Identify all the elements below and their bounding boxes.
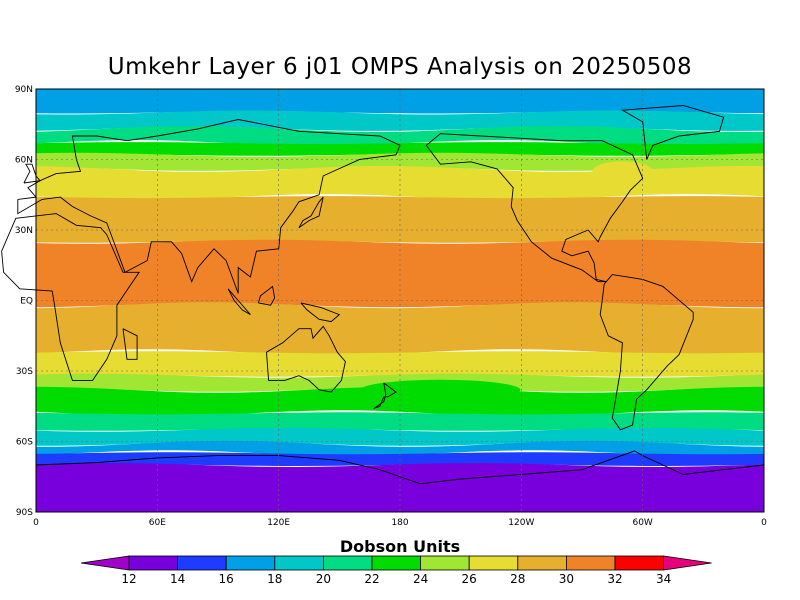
contour-feature xyxy=(592,161,653,182)
longitude-labels: 0 60E 120E 180 120W 60W 0 xyxy=(33,518,767,528)
coastline xyxy=(17,119,401,294)
coastline xyxy=(227,288,251,315)
colorbar-tick-label: 30 xyxy=(559,572,574,586)
coastline xyxy=(373,382,397,410)
contour-feature xyxy=(76,248,158,282)
colorbar-high-arrow xyxy=(663,555,712,571)
coastline xyxy=(23,163,41,184)
contour-band xyxy=(36,463,764,512)
coastline xyxy=(298,196,324,229)
lat-label: 30N xyxy=(15,226,33,236)
contour-band xyxy=(36,152,764,171)
coastline xyxy=(35,450,765,485)
colorbar-tick-label: 26 xyxy=(462,572,477,586)
colorbar-swatch xyxy=(225,555,276,571)
colorbar-tick-label: 24 xyxy=(413,572,428,586)
lon-label: 0 xyxy=(33,518,39,528)
colorbar-swatch xyxy=(468,555,519,571)
coastlines xyxy=(1,105,765,485)
contour-features xyxy=(76,161,653,494)
colorbar-low-arrow xyxy=(80,555,130,571)
lon-label: 120E xyxy=(267,518,290,528)
colorbar-tick-label: 18 xyxy=(267,572,282,586)
map-frame xyxy=(35,88,765,513)
contour-band xyxy=(36,412,764,431)
contour-band xyxy=(36,440,764,457)
colorbar-tick-label: 22 xyxy=(364,572,379,586)
colorbar-swatch xyxy=(614,555,664,571)
lon-label: 60W xyxy=(632,518,652,528)
colorbar-tick-label: 16 xyxy=(219,572,234,586)
colorbar-swatch xyxy=(420,555,470,571)
lon-label: 180 xyxy=(391,518,408,528)
colorbar-tick-label: 28 xyxy=(510,572,525,586)
lat-label: 30S xyxy=(16,367,33,377)
contour-band xyxy=(36,386,764,417)
contour-band xyxy=(36,302,764,356)
coastline xyxy=(620,105,725,160)
colorbar-swatch xyxy=(371,555,421,571)
contour-bands xyxy=(36,89,764,512)
coastline xyxy=(300,302,341,323)
colorbar-title: Dobson Units xyxy=(339,537,461,556)
lon-label: 120W xyxy=(508,518,534,528)
map-title: Umkehr Layer 6 j01 OMPS Analysis on 2025… xyxy=(107,54,693,80)
contour-band xyxy=(36,89,764,114)
contour-band xyxy=(36,239,764,308)
lat-label: EQ xyxy=(20,297,33,307)
coastline xyxy=(122,328,138,360)
graticule xyxy=(36,89,764,512)
contour-band xyxy=(36,351,764,377)
coastline xyxy=(599,274,694,431)
contour-feature xyxy=(360,379,521,400)
contour-band xyxy=(36,142,764,156)
colorbar-tick-label: 20 xyxy=(316,572,331,586)
colorbar-tick-label: 32 xyxy=(607,572,622,586)
colorbar-swatch xyxy=(128,555,178,571)
lat-label: 60N xyxy=(15,156,33,166)
colorbar-tick-label: 34 xyxy=(656,572,671,586)
coastline xyxy=(1,213,140,381)
lon-label: 60E xyxy=(149,518,166,528)
colorbar-swatch xyxy=(322,555,373,571)
colorbar-swatch xyxy=(566,555,616,571)
minimum-region xyxy=(183,473,334,494)
latitude-labels: 90N 60N 30N EQ 30S 60S 90S xyxy=(15,85,33,518)
colorbar-tick-label: 12 xyxy=(121,572,136,586)
colorbar-swatch xyxy=(517,555,567,571)
coastline xyxy=(266,325,346,393)
colorbar-swatch xyxy=(177,555,227,571)
coastline xyxy=(257,285,276,306)
lat-label: 90S xyxy=(16,508,33,518)
colorbar: 12 14 16 18 20 22 24 26 28 30 32 34 xyxy=(80,555,712,586)
lat-label: 90N xyxy=(15,85,33,95)
colorbar-swatch xyxy=(274,555,324,571)
colorbar-tick-label: 14 xyxy=(170,572,185,586)
lon-label: 0 xyxy=(761,518,767,528)
lat-label: 60S xyxy=(16,438,33,448)
coastline xyxy=(425,133,644,283)
contour-band xyxy=(36,165,764,201)
